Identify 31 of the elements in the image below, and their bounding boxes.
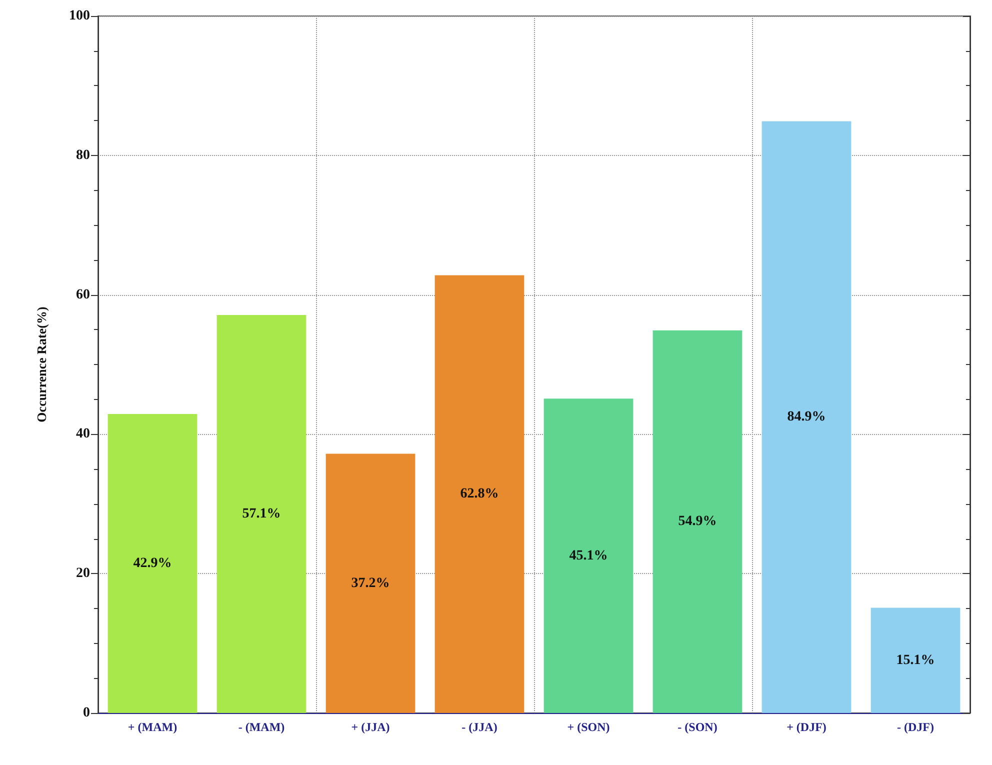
data-label: 62.8%	[460, 486, 499, 502]
bar	[108, 414, 198, 713]
bar	[870, 608, 960, 713]
x-tick-label: - (JJA)	[462, 720, 498, 734]
x-tick-label: - (DJF)	[897, 720, 934, 734]
y-tick-label: 40	[76, 426, 90, 442]
x-tick-label: - (SON)	[678, 720, 718, 734]
data-label: 42.9%	[133, 556, 172, 571]
bar	[216, 315, 306, 713]
y-tick-label: 20	[76, 566, 90, 582]
data-label: 57.1%	[242, 506, 281, 522]
data-label: 37.2%	[351, 576, 390, 591]
x-tick-label: + (MAM)	[128, 720, 178, 734]
x-tick-label: + (JJA)	[351, 720, 390, 734]
data-label: 15.1%	[896, 652, 935, 668]
data-label: 84.9%	[787, 410, 826, 425]
x-tick-label: - (MAM)	[238, 720, 285, 734]
bar	[544, 398, 634, 713]
data-label: 54.9%	[678, 514, 717, 530]
y-axis-title: Occurrence Rate(%)	[34, 306, 49, 422]
data-label: 45.1%	[569, 548, 608, 564]
bar	[652, 330, 742, 713]
bar	[326, 454, 416, 713]
bar	[434, 275, 524, 713]
x-tick-label: + (SON)	[567, 720, 610, 734]
y-tick-label: 100	[69, 8, 90, 24]
bar	[762, 121, 852, 713]
x-tick-label: + (DJF)	[786, 720, 826, 734]
y-tick-label: 0	[83, 706, 90, 720]
y-tick-label: 60	[76, 287, 90, 302]
y-tick-label: 80	[76, 148, 90, 163]
